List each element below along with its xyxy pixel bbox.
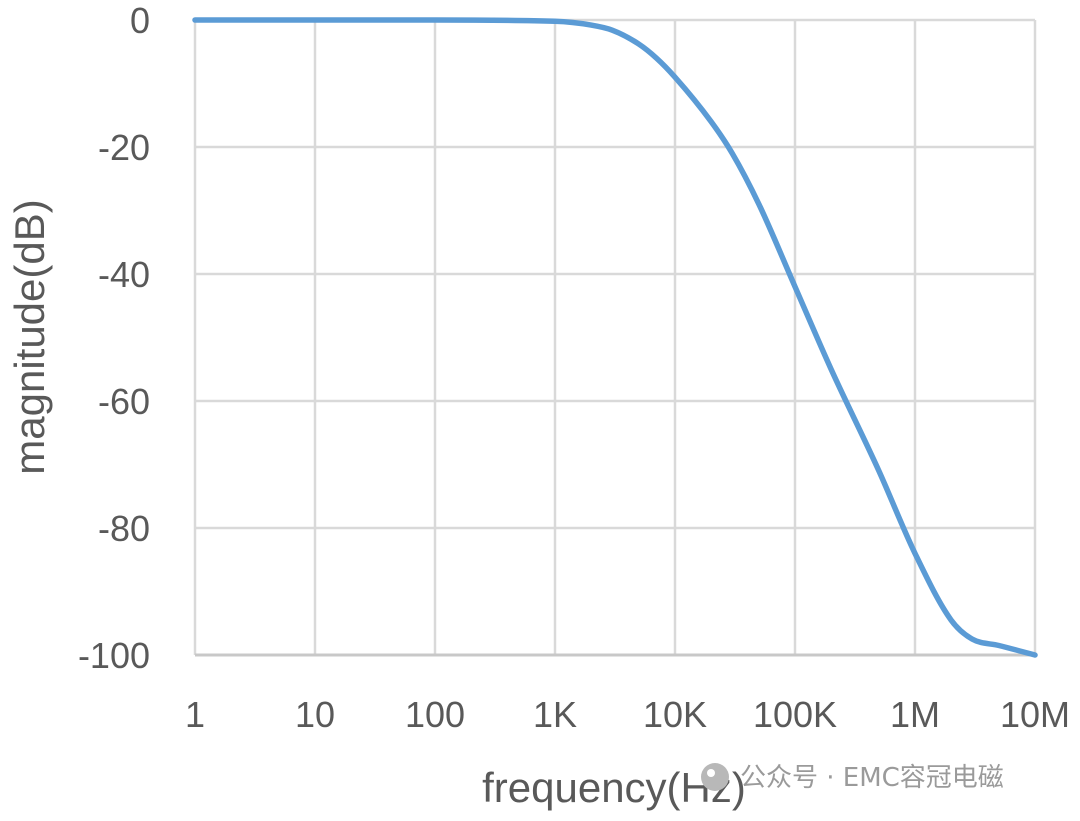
y-tick-label: -40 (98, 254, 150, 295)
y-tick-label: -20 (98, 127, 150, 168)
y-axis-title: magnitude(dB) (6, 199, 53, 474)
x-tick-label: 10 (295, 694, 335, 735)
watermark-logo-icon (701, 763, 729, 791)
watermark-text: 公众号 · EMC容冠电磁 (740, 763, 1004, 793)
x-tick-label: 100 (405, 694, 465, 735)
x-tick-label: 1M (890, 694, 940, 735)
x-tick-labels: 1 10 100 1K 10K 100K 1M 10M (185, 694, 1070, 735)
y-tick-label: -80 (98, 508, 150, 549)
y-tick-label: -100 (78, 635, 150, 676)
y-tick-labels: 0 -20 -40 -60 -80 -100 (78, 0, 150, 676)
watermark-logo-dot-icon (707, 769, 715, 777)
series-line (192, 17, 1038, 658)
x-tick-label: 10M (1000, 694, 1070, 735)
x-tick-label: 1 (185, 694, 205, 735)
series (192, 17, 1038, 658)
x-tick-label: 100K (753, 694, 837, 735)
x-axis-title: frequency(Hz) (482, 764, 746, 811)
watermark: 公众号 · EMC容冠电磁 (701, 763, 1004, 793)
x-tick-label: 10K (643, 694, 707, 735)
grid (193, 18, 1037, 657)
y-tick-label: -60 (98, 381, 150, 422)
y-tick-label: 0 (130, 0, 150, 41)
x-tick-label: 1K (533, 694, 577, 735)
